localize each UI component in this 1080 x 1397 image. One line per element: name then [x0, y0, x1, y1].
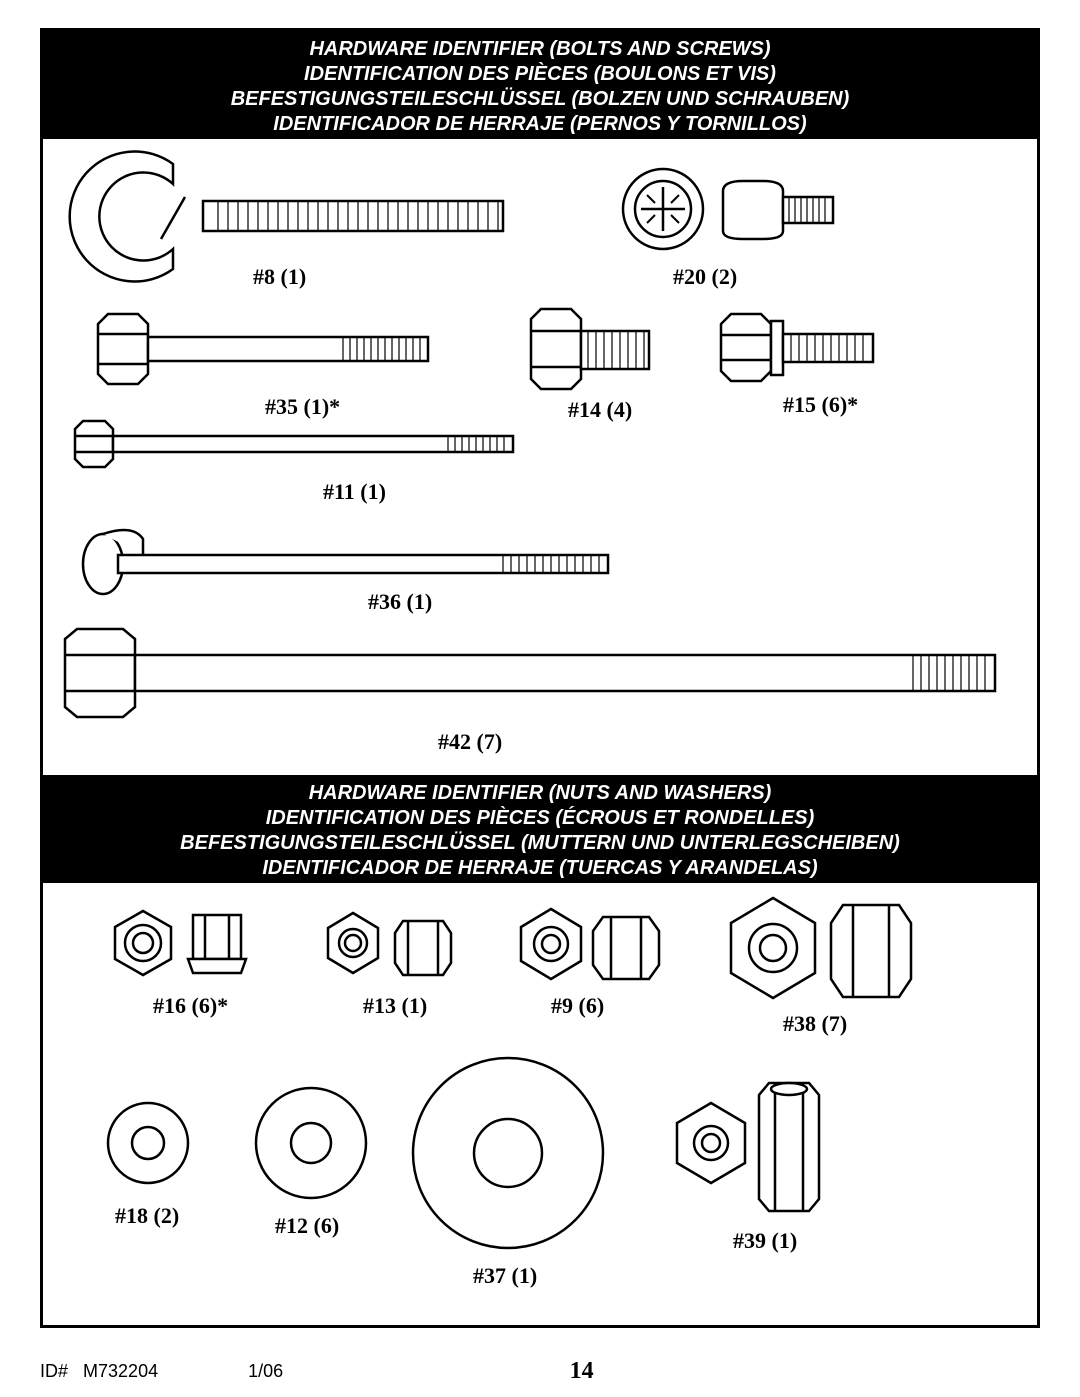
washer-18-icon — [108, 1103, 188, 1183]
mid-line-3: BEFESTIGUNGSTEILESCHLÜSSEL (MUTTERN UND … — [43, 831, 1037, 856]
label-9: #9 (6) — [551, 993, 604, 1019]
hex-bolt-14-icon — [531, 309, 649, 389]
label-13: #13 (1) — [363, 993, 427, 1019]
label-42: #42 (7) — [438, 729, 502, 755]
label-20: #20 (2) — [673, 264, 737, 290]
hex-nut-9-icon — [521, 909, 659, 979]
washer-12-icon — [256, 1088, 366, 1198]
header-line-1: HARDWARE IDENTIFIER (BOLTS AND SCREWS) — [43, 37, 1037, 62]
flange-bolt-15-icon — [721, 314, 873, 381]
label-15: #15 (6)* — [783, 392, 858, 418]
nuts-svg — [43, 883, 1037, 1328]
footer-date: 1/06 — [248, 1361, 283, 1382]
header-band-bolts: HARDWARE IDENTIFIER (BOLTS AND SCREWS) I… — [43, 31, 1037, 139]
hex-nut-13-icon — [328, 913, 451, 975]
label-38: #38 (7) — [783, 1011, 847, 1037]
mid-line-2: IDENTIFICATION DES PIÈCES (ÉCROUS ET RON… — [43, 806, 1037, 831]
label-36: #36 (1) — [368, 589, 432, 615]
content-frame: HARDWARE IDENTIFIER (BOLTS AND SCREWS) I… — [40, 28, 1040, 1328]
footer-id: ID# M732204 — [40, 1361, 158, 1382]
label-11: #11 (1) — [323, 479, 386, 505]
flange-nut-16-icon — [115, 911, 246, 975]
washer-37-icon — [413, 1058, 603, 1248]
header-band-nuts: HARDWARE IDENTIFIER (NUTS AND WASHERS) I… — [43, 775, 1037, 883]
pan-head-screw-icon — [623, 169, 833, 249]
section-nuts: #16 (6)* #13 (1) #9 (6) #38 (7) #18 (2) … — [43, 883, 1037, 1328]
page-footer: ID# M732204 1/06 14 — [40, 1355, 1040, 1387]
footer-page-number: 14 — [283, 1358, 880, 1385]
label-8: #8 (1) — [253, 264, 306, 290]
mid-line-1: HARDWARE IDENTIFIER (NUTS AND WASHERS) — [43, 781, 1037, 806]
footer-id-label: ID# — [40, 1361, 68, 1381]
section-bolts: #8 (1) #20 (2) #35 (1)* #14 (4) #15 (6)*… — [43, 139, 1037, 775]
mid-line-4: IDENTIFICADOR DE HERRAJE (TUERCAS Y ARAN… — [43, 856, 1037, 881]
page: HARDWARE IDENTIFIER (BOLTS AND SCREWS) I… — [0, 0, 1080, 1397]
label-39: #39 (1) — [733, 1228, 797, 1254]
label-37: #37 (1) — [473, 1263, 537, 1289]
bolts-svg — [43, 139, 1037, 775]
hex-bolt-35-icon — [98, 314, 428, 384]
label-12: #12 (6) — [275, 1213, 339, 1239]
eye-bolt-icon — [70, 152, 503, 282]
label-16: #16 (6)* — [153, 993, 228, 1019]
hex-nut-38-icon — [731, 898, 911, 998]
label-35: #35 (1)* — [265, 394, 340, 420]
header-line-3: BEFESTIGUNGSTEILESCHLÜSSEL (BOLZEN UND S… — [43, 87, 1037, 112]
header-line-2: IDENTIFICATION DES PIÈCES (BOULONS ET VI… — [43, 62, 1037, 87]
footer-id-value: M732204 — [83, 1361, 158, 1381]
label-18: #18 (2) — [115, 1203, 179, 1229]
hex-bolt-42-icon — [65, 629, 995, 717]
t-bolt-36-icon — [83, 530, 608, 594]
hex-bolt-11-icon — [75, 421, 513, 467]
header-line-4: IDENTIFICADOR DE HERRAJE (PERNOS Y TORNI… — [43, 112, 1037, 137]
label-14: #14 (4) — [568, 397, 632, 423]
coupling-nut-39-icon — [677, 1083, 819, 1211]
